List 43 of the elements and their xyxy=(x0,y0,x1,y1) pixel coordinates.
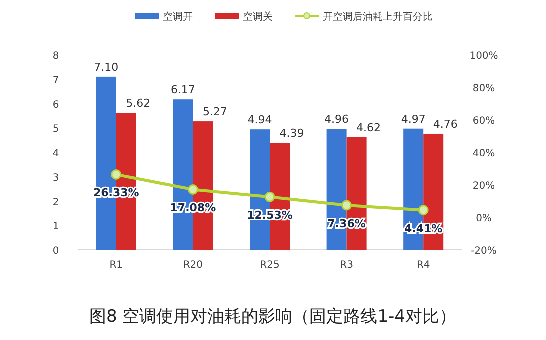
data-label: 6.17 xyxy=(170,84,196,97)
y2-tick-label: 40% xyxy=(472,148,496,160)
data-label: 4.39 xyxy=(280,126,304,140)
y-tick-label: 3 xyxy=(52,172,60,184)
y-tick-label: 2 xyxy=(52,197,60,208)
y-tick-label: 5 xyxy=(52,124,60,136)
data-label: 12.53% xyxy=(247,209,293,222)
point xyxy=(188,184,198,195)
legend-label: 开空调后油耗上升百分比 xyxy=(323,11,433,23)
y2-tick-label: 0% xyxy=(476,214,492,224)
data-label: 4.94 xyxy=(248,114,272,127)
y-tick-label: 1 xyxy=(52,222,60,233)
y-tick-label: 6 xyxy=(52,100,60,111)
y2-tick-label: 60% xyxy=(472,116,496,127)
data-label: 5.62 xyxy=(126,97,151,110)
x-tick-label: R4 xyxy=(416,260,430,271)
x-tick-label: R25 xyxy=(260,260,280,271)
legend-label: 空调开 xyxy=(163,11,193,23)
x-tick-label: R3 xyxy=(340,260,354,271)
point xyxy=(111,169,122,180)
y-tick-label: 8 xyxy=(52,51,60,62)
y2-tick-label: 100% xyxy=(470,51,498,62)
y2-tick-label: 80% xyxy=(472,84,496,94)
data-label: 26.33% xyxy=(93,186,140,200)
text: 图8 空调使用对油耗的影响（固定路线1-4对比） xyxy=(90,307,456,327)
point xyxy=(264,192,276,202)
y2-tick-label: -20% xyxy=(471,246,497,257)
legend-label: 空调关 xyxy=(243,11,273,23)
data-label: 4.76 xyxy=(433,118,458,131)
point xyxy=(418,205,429,216)
data-label: 17.08% xyxy=(170,202,216,215)
y-tick-label: 7 xyxy=(52,75,60,86)
y-tick-label: 0 xyxy=(52,246,60,257)
y-tick-label: 4 xyxy=(52,148,60,160)
x-tick-label: R1 xyxy=(110,260,124,271)
data-label: 4.62 xyxy=(356,121,382,134)
data-label: 5.27 xyxy=(202,106,228,119)
data-label: 7.10 xyxy=(94,60,119,74)
y2-tick-label: 20% xyxy=(472,181,496,192)
x-tick-label: R20 xyxy=(183,260,204,271)
data-label: 4.96 xyxy=(324,113,350,126)
point xyxy=(342,200,352,211)
data-label: 4.97 xyxy=(401,112,426,126)
